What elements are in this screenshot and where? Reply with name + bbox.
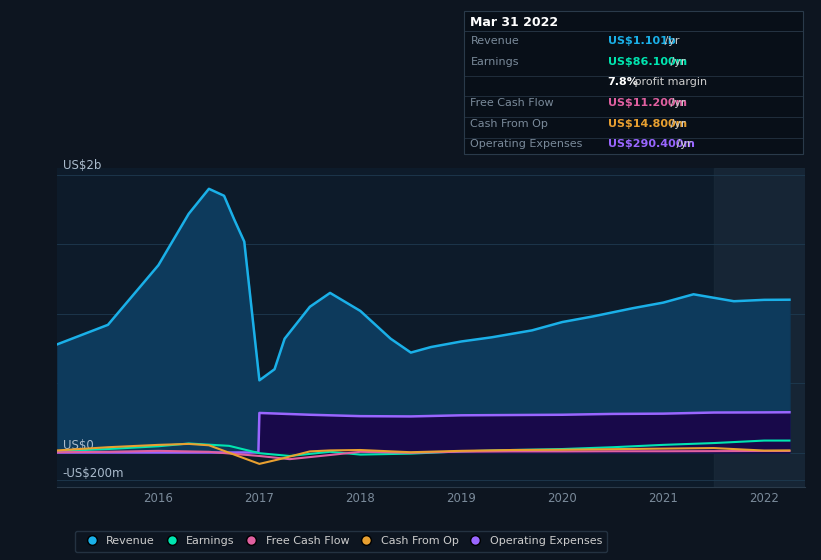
Text: Free Cash Flow: Free Cash Flow (470, 98, 554, 108)
Text: -US$200m: -US$200m (62, 466, 124, 479)
Text: 7.8%: 7.8% (608, 77, 639, 87)
Text: /yr: /yr (661, 36, 679, 46)
Text: US$14.800m: US$14.800m (608, 119, 686, 129)
Text: /yr: /yr (667, 119, 686, 129)
Text: Mar 31 2022: Mar 31 2022 (470, 16, 558, 29)
Text: US$11.200m: US$11.200m (608, 98, 686, 108)
Text: /yr: /yr (667, 98, 686, 108)
Text: profit margin: profit margin (631, 77, 708, 87)
Bar (713, 168, 805, 487)
Text: Cash From Op: Cash From Op (470, 119, 548, 129)
Text: US$86.100m: US$86.100m (608, 57, 686, 67)
Text: US$0: US$0 (62, 439, 94, 452)
Text: Earnings: Earnings (470, 57, 519, 67)
Text: /yr: /yr (672, 139, 691, 150)
Text: Operating Expenses: Operating Expenses (470, 139, 583, 150)
Text: Revenue: Revenue (470, 36, 519, 46)
Text: US$2b: US$2b (62, 159, 101, 172)
Text: US$290.400m: US$290.400m (608, 139, 695, 150)
Text: US$1.101b: US$1.101b (608, 36, 676, 46)
Legend: Revenue, Earnings, Free Cash Flow, Cash From Op, Operating Expenses: Revenue, Earnings, Free Cash Flow, Cash … (76, 531, 608, 552)
Text: /yr: /yr (667, 57, 686, 67)
